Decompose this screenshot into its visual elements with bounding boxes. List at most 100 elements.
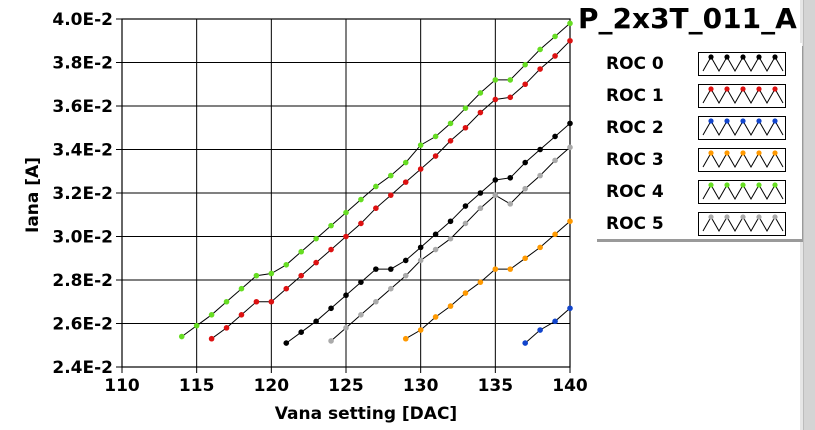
data-point xyxy=(313,235,319,242)
data-point xyxy=(492,177,499,183)
legend-marker xyxy=(724,182,730,188)
data-point xyxy=(223,298,230,305)
legend-marker xyxy=(756,86,762,92)
x-tick-label: 135 xyxy=(478,376,514,396)
data-point xyxy=(298,272,305,279)
legend-entry: ROC 1 xyxy=(594,82,802,110)
y-tick-label: 4.0E-2 xyxy=(52,10,113,30)
legend-entry: ROC 3 xyxy=(594,146,802,174)
legend-marker xyxy=(708,54,714,60)
data-point xyxy=(298,248,305,255)
legend-marker xyxy=(740,54,746,60)
series-line xyxy=(330,146,571,342)
legend-label: ROC 5 xyxy=(606,214,664,234)
data-point xyxy=(507,77,514,83)
data-point xyxy=(552,53,558,59)
legend: ROC 0 ROC 1 ROC 2 ROC 3 ROC 4 ROC 5 xyxy=(594,43,802,239)
data-point xyxy=(507,174,514,181)
legend-marker xyxy=(708,150,714,156)
legend-marker xyxy=(708,118,714,124)
legend-swatch xyxy=(698,180,786,204)
data-point xyxy=(432,246,439,253)
data-point xyxy=(447,235,454,242)
x-tick-label: 140 xyxy=(552,376,588,396)
data-point xyxy=(432,231,439,238)
legend-marker xyxy=(724,214,730,220)
legend-label: ROC 3 xyxy=(606,150,664,170)
data-point xyxy=(313,318,319,325)
data-point xyxy=(298,329,305,336)
data-point xyxy=(537,244,543,251)
y-tick-label: 2.4E-2 xyxy=(52,358,113,378)
y-axis-label: Iana [A] xyxy=(23,157,43,233)
data-point xyxy=(567,305,573,312)
data-point xyxy=(283,261,290,268)
data-point xyxy=(567,20,573,27)
legend-marker xyxy=(740,86,746,92)
data-point xyxy=(328,338,334,344)
legend-marker xyxy=(756,214,762,220)
data-point xyxy=(522,61,528,68)
legend-entry: ROC 0 xyxy=(594,50,802,78)
data-point xyxy=(492,96,499,103)
legend-marker xyxy=(708,86,714,92)
series-5 xyxy=(328,144,573,344)
legend-marker xyxy=(740,118,746,124)
series-2 xyxy=(522,305,573,346)
data-point xyxy=(343,325,349,331)
data-point xyxy=(417,166,424,172)
data-point xyxy=(402,159,409,166)
data-point xyxy=(328,222,334,229)
x-tick-label: 130 xyxy=(403,376,439,396)
data-point xyxy=(373,183,379,190)
legend-marker xyxy=(724,86,730,92)
data-point xyxy=(477,90,484,96)
data-point xyxy=(223,325,230,331)
y-tick-label: 3.4E-2 xyxy=(52,141,113,161)
data-point xyxy=(343,233,349,240)
series-4 xyxy=(178,20,573,340)
data-point xyxy=(462,220,469,227)
data-point xyxy=(552,133,558,140)
data-point xyxy=(388,192,394,198)
data-point xyxy=(402,179,409,185)
data-point xyxy=(253,272,260,279)
data-point xyxy=(567,120,573,127)
data-point xyxy=(522,340,528,346)
data-point xyxy=(507,266,514,272)
data-point xyxy=(537,327,543,333)
data-point xyxy=(477,279,484,285)
data-point xyxy=(402,272,409,279)
data-point xyxy=(328,246,334,253)
data-point xyxy=(388,172,394,179)
legend-swatch xyxy=(698,116,786,140)
data-point xyxy=(492,192,499,198)
x-axis-label: Vana setting [DAC] xyxy=(275,404,457,424)
legend-marker xyxy=(724,150,730,156)
data-point xyxy=(402,257,409,264)
legend-marker xyxy=(772,214,778,220)
data-point xyxy=(447,138,454,144)
data-point xyxy=(432,133,439,140)
legend-swatch xyxy=(698,148,786,172)
data-point xyxy=(388,266,394,272)
data-point xyxy=(552,231,558,238)
vertical-scrollbar[interactable] xyxy=(803,0,815,430)
data-point xyxy=(567,144,573,151)
data-point xyxy=(522,159,528,166)
data-point xyxy=(432,153,439,159)
data-point xyxy=(522,185,528,192)
legend-marker xyxy=(756,54,762,60)
legend-marker xyxy=(772,150,778,156)
data-point xyxy=(313,259,319,266)
series-3 xyxy=(402,218,573,342)
data-point xyxy=(402,335,409,342)
data-point xyxy=(178,333,185,340)
data-point xyxy=(417,327,424,333)
data-point xyxy=(567,218,573,225)
data-point xyxy=(193,322,200,329)
series-line xyxy=(286,123,571,344)
legend-entry: ROC 4 xyxy=(594,178,802,206)
legend-swatch xyxy=(698,84,786,108)
